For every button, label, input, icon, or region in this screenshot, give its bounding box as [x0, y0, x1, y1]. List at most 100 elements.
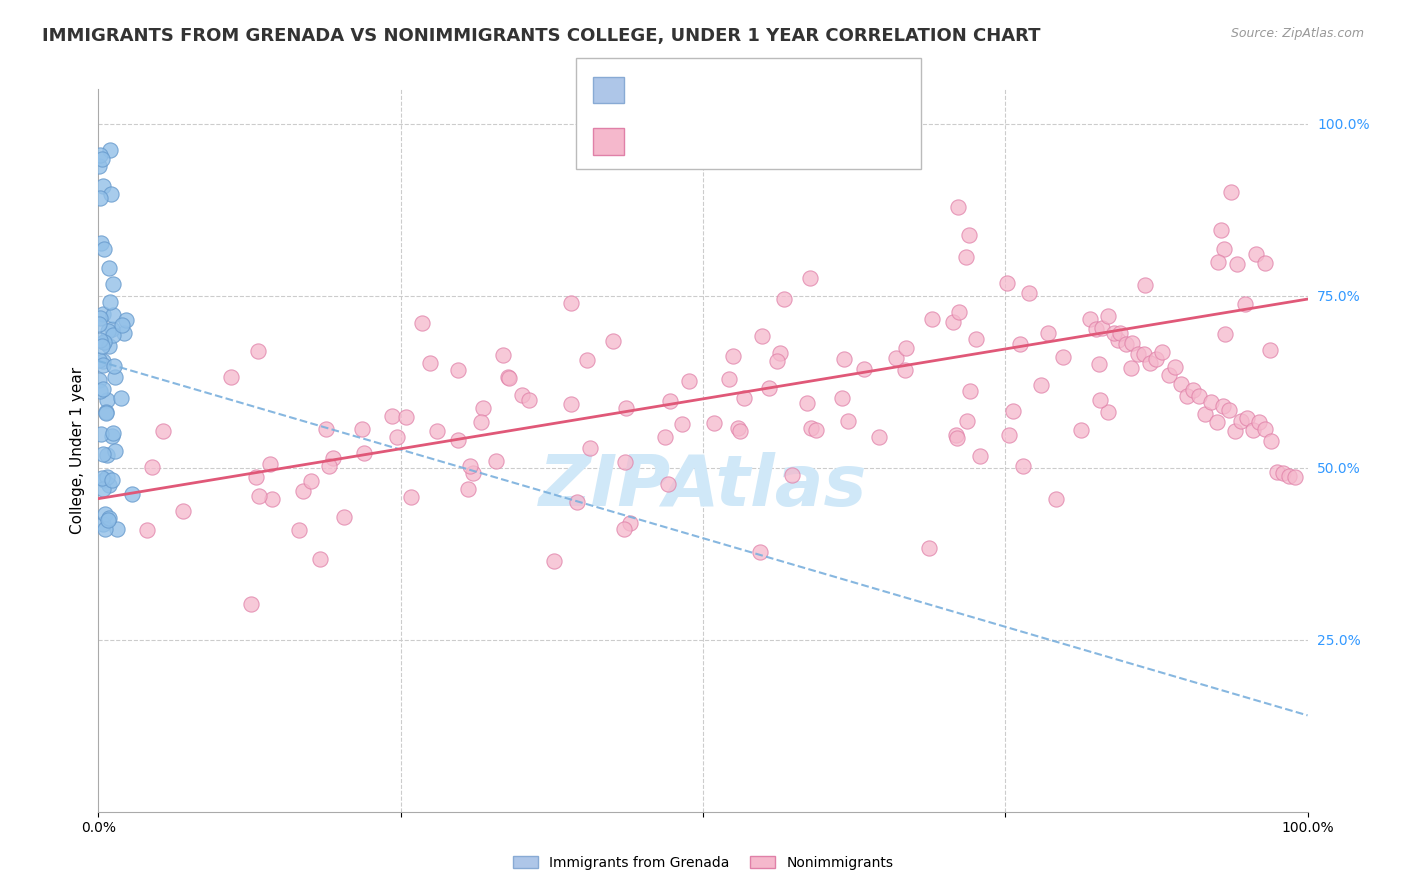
Point: [614, 455, 637, 469]
Point: [353, 446, 375, 460]
Point: [1088, 392, 1111, 407]
Point: [1226, 257, 1249, 271]
Point: [957, 227, 980, 242]
Point: [387, 430, 409, 444]
Point: [110, 391, 132, 405]
Point: [728, 424, 751, 438]
Point: [322, 450, 344, 465]
Point: [288, 523, 311, 537]
Point: [98, 295, 121, 310]
Point: [1135, 278, 1157, 293]
Point: [560, 397, 582, 411]
Point: [90, 338, 112, 352]
Point: [1278, 469, 1301, 483]
Point: [97, 513, 120, 527]
Point: [945, 428, 967, 442]
Point: [91, 354, 114, 368]
Point: [96, 405, 118, 419]
Point: [948, 200, 970, 214]
Point: [510, 388, 533, 402]
Point: [578, 441, 600, 455]
Text: IMMIGRANTS FROM GRENADA VS NONIMMIGRANTS COLLEGE, UNDER 1 YEAR CORRELATION CHART: IMMIGRANTS FROM GRENADA VS NONIMMIGRANTS…: [42, 27, 1040, 45]
Point: [89, 384, 111, 398]
Point: [96, 448, 118, 462]
Point: [560, 295, 582, 310]
Point: [995, 276, 1018, 290]
Point: [1133, 347, 1156, 361]
Point: [1218, 403, 1240, 417]
Text: N =: N =: [738, 74, 772, 89]
Point: [98, 143, 121, 157]
Point: [97, 261, 120, 276]
Point: [868, 430, 890, 444]
Point: [93, 447, 115, 461]
Point: [1284, 470, 1306, 484]
Point: [91, 483, 114, 497]
Point: [93, 507, 115, 521]
Point: [519, 393, 541, 408]
Point: [613, 522, 636, 536]
Point: [733, 391, 755, 405]
Point: [96, 469, 118, 483]
Point: [1209, 222, 1232, 236]
Point: [832, 351, 855, 366]
Point: [1102, 326, 1125, 340]
Point: [135, 523, 157, 537]
Point: [948, 305, 970, 319]
Point: [1018, 286, 1040, 301]
Point: [381, 409, 404, 424]
Point: [748, 544, 770, 558]
Point: [101, 328, 124, 343]
Point: [94, 406, 117, 420]
Point: [1212, 399, 1234, 413]
Point: [1175, 389, 1198, 403]
Point: [969, 450, 991, 464]
Point: [105, 522, 128, 536]
Point: [799, 271, 821, 285]
Point: [315, 422, 337, 436]
Text: ZIPAtlas: ZIPAtlas: [538, 452, 868, 521]
Text: R =: R =: [631, 74, 665, 89]
Legend: Immigrants from Grenada, Nonimmigrants: Immigrants from Grenada, Nonimmigrants: [513, 855, 893, 870]
Point: [1206, 415, 1229, 429]
Point: [965, 332, 987, 346]
Y-axis label: College, Under 1 year: College, Under 1 year: [69, 367, 84, 534]
Point: [751, 329, 773, 343]
Point: [259, 457, 281, 471]
Point: [1128, 346, 1150, 360]
Point: [112, 326, 135, 341]
Point: [93, 334, 115, 349]
Point: [831, 392, 853, 406]
Point: [91, 382, 114, 396]
Point: [91, 516, 114, 531]
Point: [492, 348, 515, 362]
Point: [97, 325, 120, 339]
Point: [239, 598, 262, 612]
Point: [1233, 296, 1256, 310]
Point: [301, 475, 323, 489]
Point: [959, 384, 981, 398]
Point: [602, 334, 624, 348]
Point: [93, 334, 115, 349]
Point: [1163, 360, 1185, 375]
Point: [614, 401, 637, 416]
Point: [619, 516, 641, 531]
Point: [426, 425, 449, 439]
Point: [103, 359, 125, 373]
Point: [1254, 422, 1277, 436]
Point: [457, 482, 479, 496]
Point: [1152, 345, 1174, 359]
Point: [772, 292, 794, 306]
Point: [1241, 423, 1264, 437]
Point: [1194, 407, 1216, 421]
Point: [1236, 411, 1258, 425]
Point: [104, 443, 127, 458]
Point: [1230, 414, 1253, 428]
Point: [93, 178, 115, 193]
Point: [1199, 395, 1222, 409]
Point: [921, 312, 943, 326]
Point: [1170, 377, 1192, 392]
Point: [654, 429, 676, 443]
Point: [89, 310, 111, 325]
Point: [1244, 247, 1267, 261]
